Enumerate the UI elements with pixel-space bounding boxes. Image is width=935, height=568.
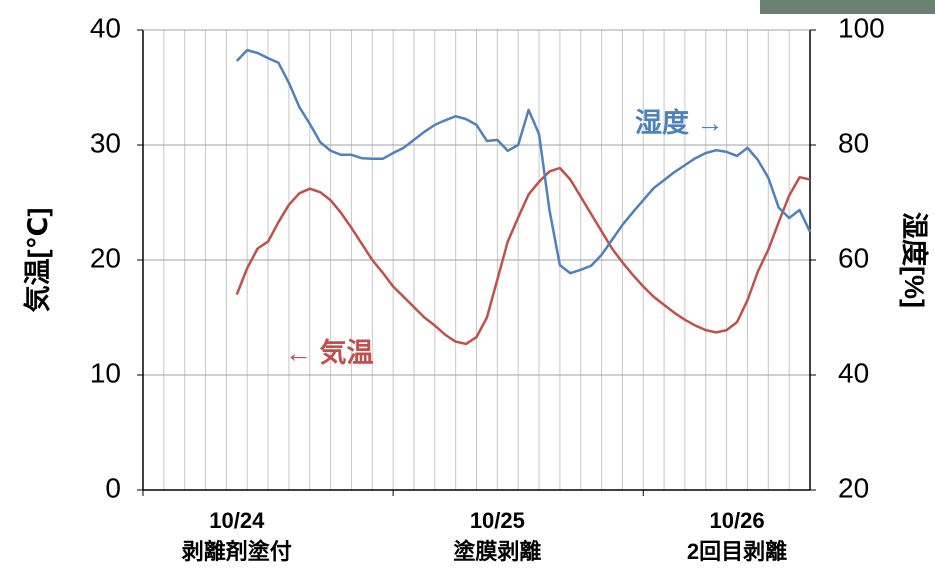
x-sublabel: 2回目剥離 <box>687 539 787 564</box>
x-label: 10/24 <box>209 508 265 533</box>
y-tick-label: 30 <box>90 127 121 158</box>
annotation: ← 気温 <box>285 337 374 368</box>
y-tick-label: 10 <box>90 357 121 388</box>
y2-tick-label: 20 <box>838 472 869 503</box>
y2-tick-label: 40 <box>838 357 869 388</box>
x-label: 10/26 <box>710 508 765 533</box>
photo-fragment <box>760 0 935 14</box>
x-sublabel: 塗膜剥離 <box>453 539 541 564</box>
y-axis-label: 気温[℃] <box>22 208 53 313</box>
x-sublabel: 剥離剤塗付 <box>182 539 292 564</box>
y2-axis-label: 湿度[%] <box>899 212 930 308</box>
y-tick-label: 0 <box>105 472 121 503</box>
data-line <box>235 48 812 275</box>
y2-tick-label: 60 <box>838 242 869 273</box>
data-line <box>235 166 811 346</box>
y2-tick-label: 80 <box>838 127 869 158</box>
y-tick-label: 40 <box>90 12 121 43</box>
annotation: 湿度 → <box>635 107 724 138</box>
y2-tick-label: 100 <box>838 12 885 43</box>
y-tick-label: 20 <box>90 242 121 273</box>
x-label: 10/25 <box>470 508 525 533</box>
